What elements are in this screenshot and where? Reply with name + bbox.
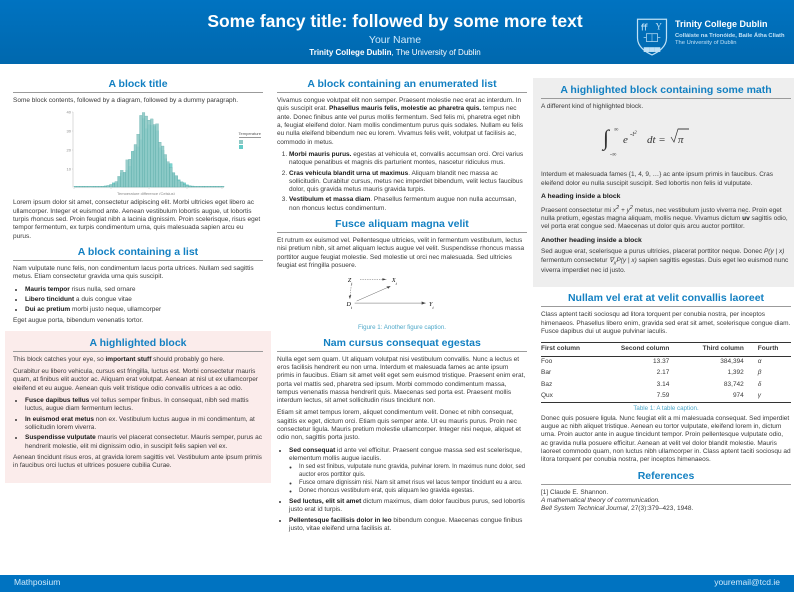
svg-text:dt =: dt = — [647, 134, 666, 146]
svg-text:40: 40 — [67, 111, 72, 115]
svg-text:e: e — [623, 134, 628, 146]
svg-text:ﬀ: ﬀ — [641, 22, 648, 33]
svg-text:∞: ∞ — [614, 127, 619, 133]
svg-text:▄▄▄: ▄▄▄ — [644, 42, 661, 52]
svg-text:Dt: Dt — [346, 302, 353, 310]
svg-text:Y: Y — [655, 21, 662, 31]
svg-text:20: 20 — [67, 148, 72, 153]
svg-text:30: 30 — [67, 129, 72, 134]
svg-text:Xt: Xt — [391, 278, 398, 286]
svg-text:∫: ∫ — [601, 125, 611, 151]
svg-text:π: π — [678, 134, 684, 146]
svg-text:-t2: -t2 — [630, 130, 637, 138]
svg-text:10: 10 — [67, 167, 72, 172]
svg-text:Zt: Zt — [348, 278, 353, 286]
svg-text:Yt: Yt — [429, 302, 434, 310]
svg-text:-∞: -∞ — [610, 152, 617, 158]
svg-text:Temperature difference (Celsiu: Temperature difference (Celsius) — [117, 191, 176, 195]
